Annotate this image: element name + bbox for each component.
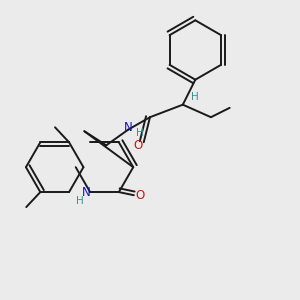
Text: H: H	[76, 196, 84, 206]
Text: N: N	[124, 121, 133, 134]
Text: O: O	[136, 189, 145, 202]
Text: O: O	[134, 139, 143, 152]
Text: H: H	[191, 92, 199, 102]
Text: N: N	[82, 186, 91, 199]
Text: H: H	[136, 128, 144, 138]
